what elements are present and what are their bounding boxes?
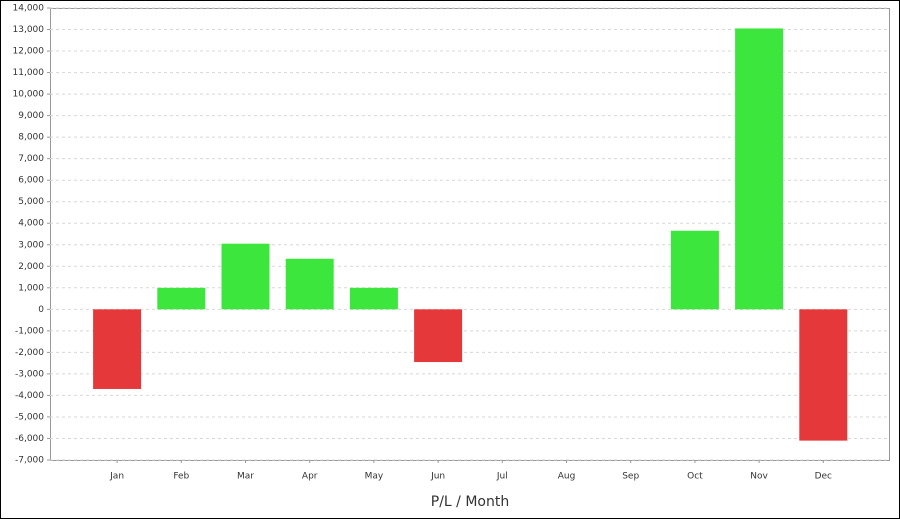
- y-tick-label: 5,000: [18, 197, 44, 207]
- bar: [735, 28, 784, 310]
- y-tick-label: 8,000: [18, 133, 44, 143]
- bar: [349, 287, 398, 310]
- y-tick-label: 4,000: [18, 219, 44, 229]
- y-tick-label: 2,000: [18, 262, 44, 272]
- y-tick-label: 11,000: [13, 68, 45, 78]
- x-tick-label: Mar: [237, 472, 254, 482]
- y-tick-label: -4,000: [15, 391, 44, 401]
- x-tick-label: Aug: [558, 472, 576, 482]
- y-tick-label: -2,000: [15, 348, 44, 358]
- bar: [670, 230, 719, 310]
- x-tick-label: Feb: [173, 472, 189, 482]
- y-tick-label: 10,000: [13, 90, 45, 100]
- y-tick-label: -5,000: [15, 412, 44, 422]
- x-tick-label: Jan: [109, 472, 124, 482]
- y-tick-label: -6,000: [15, 434, 44, 444]
- bar: [414, 309, 463, 363]
- y-tick-label: 0: [38, 305, 44, 315]
- x-tick-label: Dec: [815, 472, 832, 482]
- x-axis-label: P/L / Month: [431, 494, 509, 510]
- x-tick-label: May: [365, 472, 384, 482]
- y-tick-label: 12,000: [13, 47, 45, 57]
- y-tick-label: 1,000: [18, 283, 44, 293]
- y-tick-label: 7,000: [18, 154, 44, 164]
- x-tick-label: Jun: [430, 472, 445, 482]
- bar: [93, 309, 142, 389]
- x-tick-label: Oct: [687, 472, 703, 482]
- y-tick-label: -3,000: [15, 369, 44, 379]
- bar: [285, 258, 334, 310]
- x-tick-label: Sep: [622, 472, 639, 482]
- x-tick-label: Apr: [302, 472, 318, 482]
- y-tick-label: 14,000: [13, 4, 45, 14]
- bar: [221, 243, 270, 310]
- y-tick-label: -7,000: [15, 456, 44, 466]
- y-tick-label: 3,000: [18, 240, 44, 250]
- bar: [799, 309, 848, 441]
- x-tick-label: Nov: [750, 472, 768, 482]
- y-tick-label: 6,000: [18, 176, 44, 186]
- y-tick-label: 9,000: [18, 111, 44, 121]
- y-tick-label: 13,000: [13, 25, 45, 35]
- bar: [157, 287, 206, 310]
- x-tick-label: Jul: [496, 472, 508, 482]
- y-tick-label: -1,000: [15, 326, 44, 336]
